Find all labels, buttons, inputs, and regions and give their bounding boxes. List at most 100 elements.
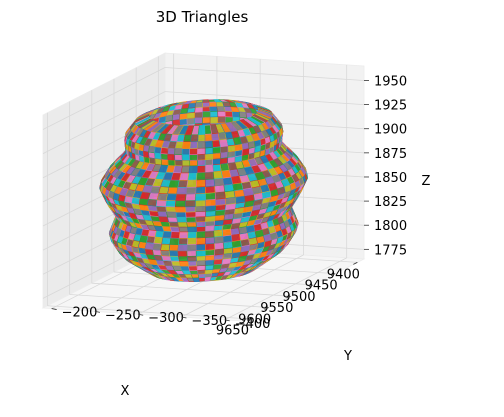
surface-facet [185, 193, 196, 201]
surface-facet [168, 179, 180, 188]
surface-facet [232, 111, 241, 118]
surface-facet [168, 250, 179, 257]
surface-facet [167, 186, 179, 195]
surface-facet [222, 234, 233, 243]
surface-facet [209, 116, 219, 124]
y-tick-label: −400 [235, 317, 271, 332]
surface-facet [214, 242, 224, 250]
surface-facet [202, 101, 210, 108]
surface-facet [187, 237, 197, 245]
surface-facet [205, 199, 216, 207]
z-tick-label: 1875 [374, 147, 407, 162]
surface-facet [176, 216, 187, 223]
x-tick-mark [242, 318, 247, 322]
surface-facet [156, 193, 168, 201]
z-tick-label: 1800 [374, 219, 407, 234]
x-tick-mark [286, 295, 291, 299]
surface-facet [148, 145, 156, 154]
surface-facet [212, 146, 221, 154]
surface-facet [188, 165, 198, 174]
surface-facet [202, 106, 211, 113]
surface-facet [179, 260, 189, 267]
surface-facet [224, 111, 234, 118]
y-tick-label: −200 [62, 306, 98, 321]
surface-facet [195, 250, 206, 257]
surface-facet [197, 134, 206, 142]
surface-facet [205, 236, 215, 245]
y-tick-mark [51, 308, 57, 310]
surface-facet [196, 265, 206, 271]
surface-facet [204, 171, 215, 180]
surface-facet [197, 140, 206, 149]
surface-facet [222, 228, 232, 237]
surface-facet [195, 186, 206, 195]
surface-facet [144, 242, 155, 250]
y-tick-mark [224, 319, 230, 322]
surface-facet [190, 134, 199, 142]
surface-facet [160, 250, 170, 257]
grid-x-floor [91, 282, 291, 297]
surface-facet [202, 116, 211, 124]
surface-facet [209, 101, 218, 108]
surface-facet [169, 226, 181, 233]
surface-facet [158, 186, 170, 195]
surface-facet [154, 152, 162, 160]
surface-facet [181, 160, 191, 167]
surface-facet [204, 147, 214, 155]
surface-facet [195, 205, 206, 213]
surface-facet [209, 111, 219, 118]
surface-facet [174, 206, 186, 213]
surface-facet [181, 141, 191, 149]
z-axis-label: Z [422, 174, 431, 189]
surface-facet [196, 165, 206, 173]
surface-facet [184, 200, 196, 208]
surface-facet [187, 172, 198, 181]
surface-facet [197, 159, 206, 166]
surface-facet [160, 153, 169, 161]
surface-facet [157, 211, 168, 218]
surface-facet [195, 221, 206, 228]
surface-facet [181, 148, 191, 155]
surface-facet [189, 141, 199, 149]
surface-facet [160, 158, 169, 166]
surface-facet [195, 211, 206, 218]
surface-facet [177, 179, 189, 188]
surface-facet [215, 198, 227, 206]
surface-facet [147, 199, 158, 207]
surface-facet [214, 184, 225, 193]
surface-facet [196, 237, 206, 245]
surface-facet [195, 179, 206, 188]
grid-z-side [164, 67, 365, 81]
surface-facet [212, 158, 221, 166]
surface-facet [166, 211, 177, 218]
surface-facet [204, 225, 215, 232]
surface-facet [195, 243, 206, 251]
surface-facet [168, 221, 180, 228]
surface-facet [154, 158, 162, 166]
surface-facet [167, 159, 176, 166]
surface-facet [177, 244, 188, 252]
surface-facet [213, 170, 223, 180]
surface-facet [218, 132, 227, 141]
x-tick-mark [330, 273, 336, 277]
surface-facet [187, 226, 197, 233]
surface-facet [189, 159, 198, 167]
z-tick-label: 1775 [374, 243, 407, 258]
surface-facet [213, 235, 224, 244]
z-tick-label: 1900 [374, 123, 407, 138]
surface-facet [185, 211, 196, 218]
surface-facet [177, 250, 188, 257]
surface-facet [186, 112, 195, 119]
x-tick-mark [308, 284, 314, 288]
surface-facet [165, 193, 177, 201]
surface-facet [219, 138, 229, 148]
surface-facet [202, 111, 211, 118]
surface-facet [186, 221, 197, 228]
surface-facet [165, 200, 176, 208]
surface-facet [217, 116, 226, 124]
y-tick-mark [181, 316, 187, 319]
y-tick-label: −300 [148, 311, 184, 326]
surface-facet [181, 154, 190, 161]
surface-facet [187, 260, 198, 267]
